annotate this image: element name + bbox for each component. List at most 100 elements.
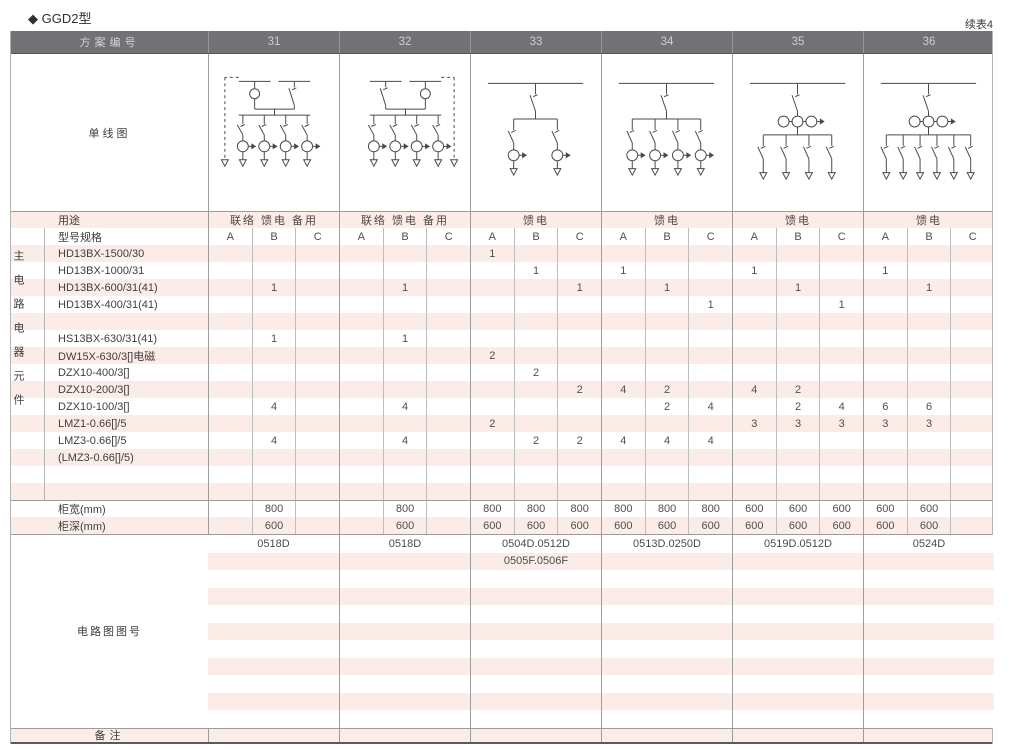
- value-cell: 600: [819, 517, 863, 534]
- drawing-number-cell: [208, 605, 339, 623]
- value-cell: 1: [382, 330, 427, 347]
- component-model-label: LMZ3-0.66[]/5: [58, 434, 127, 447]
- scheme-cell-group: [470, 398, 601, 415]
- value-cell: [471, 296, 514, 313]
- subcolumn-header: B: [906, 228, 951, 245]
- value-cell: [557, 245, 601, 262]
- value-cell: [471, 262, 514, 279]
- component-model-label: LMZ1-0.66[]/5: [58, 417, 127, 430]
- value-cell: 600: [251, 517, 296, 534]
- drawing-number-cell: [208, 640, 339, 658]
- scheme-cell-group: 600 600: [863, 517, 994, 534]
- value-cell: [688, 466, 732, 483]
- value-cell: [950, 330, 994, 347]
- value-cell: 800: [644, 501, 689, 517]
- value-cell: [864, 466, 907, 483]
- drawing-number-cell: [470, 605, 601, 623]
- value-cell: [209, 432, 252, 449]
- scheme-number-35: 35: [732, 31, 863, 53]
- scheme-cell-group: [339, 364, 470, 381]
- scheme-cell-group: [208, 483, 339, 500]
- value-cell: [644, 466, 689, 483]
- value-cell: [251, 415, 296, 432]
- value-cell: [209, 466, 252, 483]
- value-cell: [864, 432, 907, 449]
- value-cell: [426, 398, 470, 415]
- drawing-number-row: 0518D 0518D 0504D.0512D 0513D.0250D 0519D.05…: [208, 535, 994, 553]
- value-cell: [688, 483, 732, 500]
- value-cell: [382, 466, 427, 483]
- value-cell: [340, 517, 383, 534]
- component-value-cells: 2: [208, 347, 994, 364]
- value-cell: [733, 313, 776, 330]
- cabinet-width-label: 柜宽(mm): [58, 504, 106, 516]
- scheme-cell-group: [208, 364, 339, 381]
- scheme-cell-group: [470, 313, 601, 330]
- scheme-cell-group: 600: [208, 517, 339, 534]
- subcolumn-header: A: [750, 230, 758, 243]
- single-line-diagram-scheme-34: [601, 54, 732, 211]
- value-cell: [251, 466, 296, 483]
- drawing-number-cell: [339, 710, 470, 728]
- scheme-cell-group: 1: [470, 245, 601, 262]
- scheme-cell-group: 600: [339, 517, 470, 534]
- value-cell: [557, 483, 601, 500]
- scheme-cell-group: [863, 296, 994, 313]
- value-cell: [471, 279, 514, 296]
- usage-row: 用途 联络 馈电 备用 联络 馈电 备用 馈电 馈电 馈电 馈电: [11, 211, 992, 228]
- value-cell: [340, 398, 383, 415]
- value-cell: [209, 398, 252, 415]
- value-cell: [557, 364, 601, 381]
- component-model-label: [11, 483, 208, 500]
- remark-cell: [339, 728, 470, 742]
- scheme-cell-group: 2: [470, 347, 601, 364]
- scheme-cell-group: [863, 381, 994, 398]
- drawing-number-cell: [732, 657, 863, 675]
- value-cell: [471, 398, 514, 415]
- scheme-cell-group: [339, 347, 470, 364]
- value-cell: [775, 245, 820, 262]
- value-cell: 800: [688, 501, 732, 517]
- remark-cell: [863, 728, 994, 742]
- scheme-cell-group: 1: [208, 279, 339, 296]
- value-cell: [906, 432, 951, 449]
- value-cell: [864, 313, 907, 330]
- value-cell: [209, 517, 252, 534]
- component-model-label: DZX10-400/3[]: [58, 366, 130, 379]
- scheme-cell-group: [339, 415, 470, 432]
- value-cell: 1: [251, 279, 296, 296]
- scheme-cell-group: [863, 245, 994, 262]
- value-cell: [340, 501, 383, 517]
- drawing-number-cell: [863, 640, 994, 658]
- scheme-cell-group: [601, 245, 732, 262]
- value-cell: [295, 449, 339, 466]
- value-cell: [602, 466, 645, 483]
- single-line-diagram-scheme-31: [208, 54, 339, 211]
- drawing-number-cell: [601, 675, 732, 693]
- drawing-number-row: [208, 640, 994, 658]
- value-cell: 6: [906, 398, 951, 415]
- value-cell: [382, 381, 427, 398]
- scheme-cell-group: [208, 415, 339, 432]
- value-cell: [775, 466, 820, 483]
- remark-row: 备注: [11, 727, 994, 744]
- value-cell: [426, 501, 470, 517]
- value-cell: [251, 262, 296, 279]
- value-cell: [950, 517, 994, 534]
- value-cell: [295, 466, 339, 483]
- subcolumn-header: B: [644, 228, 689, 245]
- component-row: DZX10-100/3[] 4 4 2 4 2 4 6 6: [11, 398, 992, 415]
- drawing-number-cell: [863, 570, 994, 588]
- drawing-number-cell: [732, 692, 863, 710]
- value-cell: [340, 466, 383, 483]
- scheme-number-cells: 31 32 33 34 35 36: [208, 31, 994, 53]
- usage-cell: 馈电: [863, 212, 994, 228]
- value-cell: [688, 262, 732, 279]
- value-cell: [602, 398, 645, 415]
- value-cell: [906, 364, 951, 381]
- remark-cell: [732, 728, 863, 742]
